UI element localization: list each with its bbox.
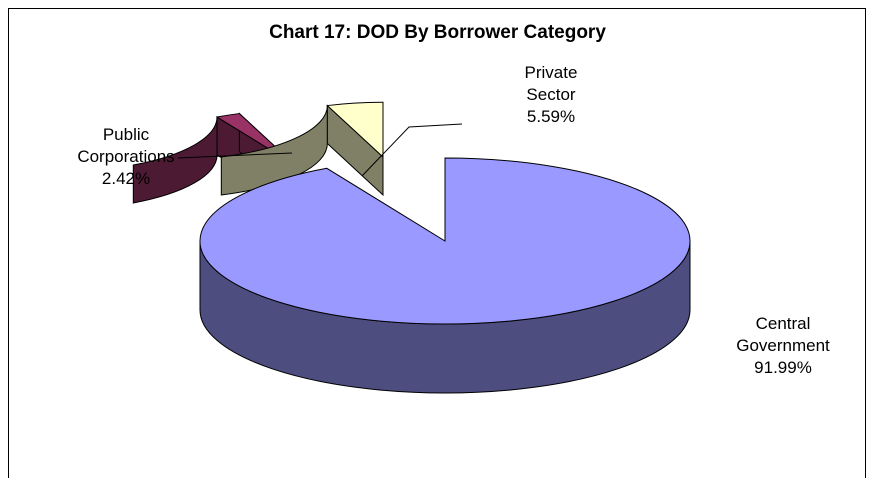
label-private-sector: Private Sector 5.59% — [524, 63, 578, 126]
chart-frame — [8, 8, 866, 478]
label-central-government: Central Government 91.99% — [736, 314, 830, 377]
label-public-corporations: Public Corporations 2.42% — [77, 125, 175, 188]
slice-central-government — [199, 157, 691, 394]
chart-title: Chart 17: DOD By Borrower Category — [269, 22, 606, 43]
leader-line-private — [361, 123, 463, 177]
slice-private-sector — [220, 101, 384, 197]
leader-line-public — [177, 152, 293, 159]
